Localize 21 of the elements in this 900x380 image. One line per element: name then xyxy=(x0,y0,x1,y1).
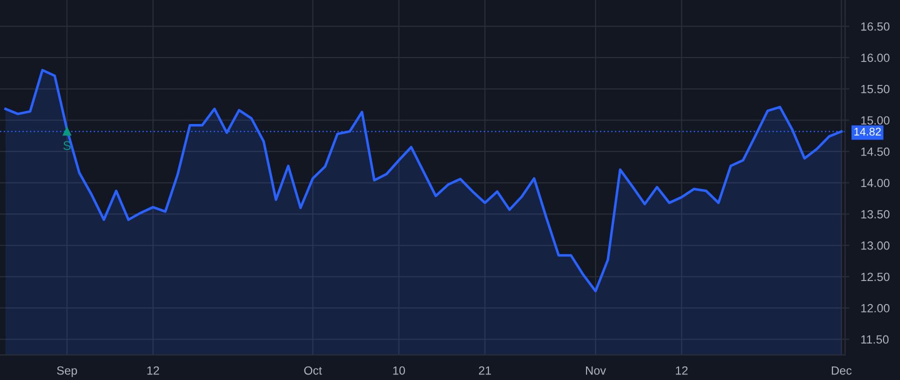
x-tick-label: 10 xyxy=(393,366,405,375)
y-tick-label: 15.00 xyxy=(861,116,890,125)
y-tick-label: 11.50 xyxy=(861,335,889,344)
y-tick-label: 14.00 xyxy=(861,178,890,188)
y-tick-label: 15.50 xyxy=(861,84,890,94)
x-tick-label: 21 xyxy=(478,366,491,375)
x-tick-label: Nov xyxy=(586,366,606,375)
y-tick-label: 13.00 xyxy=(861,241,890,250)
x-tick-label: 12 xyxy=(676,366,688,375)
x-tick-label: Dec xyxy=(832,366,852,375)
y-tick-label: 16.50 xyxy=(861,22,890,31)
x-tick-label: Oct xyxy=(304,366,322,375)
x-tick-label: Sep xyxy=(57,366,77,378)
ref-line-label: 14.82 xyxy=(854,128,881,136)
y-tick-label: 12.00 xyxy=(861,304,890,312)
x-tick-label: 12 xyxy=(147,366,160,375)
y-tick-label: 12.50 xyxy=(861,272,890,282)
y-tick-label: 13.50 xyxy=(861,210,890,218)
annotation: S xyxy=(63,141,71,150)
y-tick-label: 16.00 xyxy=(861,54,890,62)
y-tick-label: 14.50 xyxy=(861,148,890,156)
